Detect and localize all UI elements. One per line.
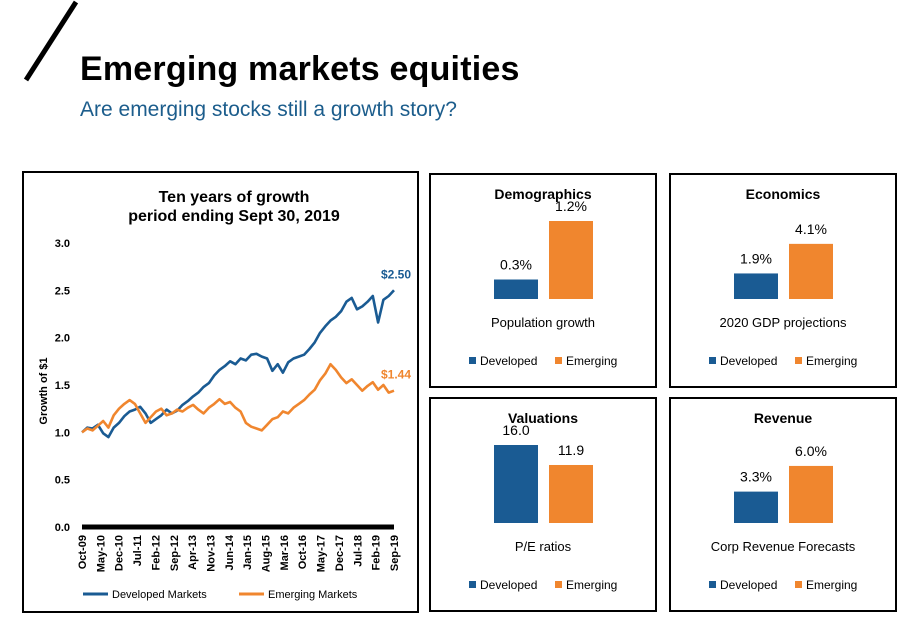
x-tick-label: May-17 xyxy=(316,535,328,572)
bar-value-label: 6.0% xyxy=(795,443,827,459)
y-tick-label: 3.0 xyxy=(55,238,70,250)
panel-title: Demographics xyxy=(494,186,591,202)
growth-chart-panel: Ten years of growth period ending Sept 3… xyxy=(22,171,419,613)
y-tick-label: 1.0 xyxy=(55,427,70,439)
legend-swatch xyxy=(469,581,476,588)
x-tick-label: Nov-13 xyxy=(205,535,217,572)
legend-swatch xyxy=(469,357,476,364)
page-subtitle: Are emerging stocks still a growth story… xyxy=(80,98,457,121)
bar-value-label: 3.3% xyxy=(740,469,772,485)
legend-label: Emerging xyxy=(806,354,857,368)
y-tick-label: 2.5 xyxy=(55,285,70,297)
developed-end-label: $2.50 xyxy=(381,267,411,281)
legend-swatch xyxy=(709,581,716,588)
developed-bar xyxy=(494,279,538,299)
economics-bar-chart: Economics 1.9% 4.1% 2020 GDP projections Dev… xyxy=(709,186,857,368)
panel-title: Revenue xyxy=(754,410,813,426)
y-tick-label: 1.5 xyxy=(55,380,70,392)
legend-swatch xyxy=(795,581,802,588)
legend-label: Developed Markets xyxy=(112,589,207,601)
x-tick-label: Oct-16 xyxy=(297,535,309,569)
legend-label: Emerging xyxy=(566,578,617,592)
developed-bar xyxy=(734,491,778,523)
x-tick-label: Jun-14 xyxy=(224,534,236,570)
decorative-slash xyxy=(23,0,79,82)
chart-subtitle: period ending Sept 30, 2019 xyxy=(128,208,340,225)
y-tick-label: 0.0 xyxy=(55,522,70,534)
legend-label: Emerging xyxy=(566,354,617,368)
panel-title: Economics xyxy=(746,186,821,202)
chart-title: Ten years of growth xyxy=(159,189,310,206)
legend-label: Developed xyxy=(720,354,777,368)
category-axis-label: Corp Revenue Forecasts xyxy=(711,539,856,554)
bar-value-label: 11.9 xyxy=(558,442,584,458)
x-tick-label: Mar-16 xyxy=(279,535,291,570)
emerging-markets-line xyxy=(81,362,395,434)
page-title: Emerging markets equities xyxy=(80,50,520,88)
category-axis-label: P/E ratios xyxy=(515,539,572,554)
revenue-panel: Revenue 3.3% 6.0% Corp Revenue Forecasts Dev… xyxy=(669,397,897,612)
bar-value-label: 0.3% xyxy=(500,257,532,273)
x-tick-label: Jan-15 xyxy=(242,535,254,570)
emerging-bar xyxy=(789,243,833,299)
category-axis-label: Population growth xyxy=(491,315,595,330)
x-tick-label: May-10 xyxy=(95,535,107,572)
category-axis-label: 2020 GDP projections xyxy=(720,315,847,330)
x-tick-label: Dec-10 xyxy=(114,535,126,571)
y-tick-label: 2.0 xyxy=(55,333,70,345)
legend-swatch xyxy=(555,581,562,588)
emerging-bar xyxy=(789,465,833,523)
legend-swatch xyxy=(709,357,716,364)
y-axis-label: Growth of $1 xyxy=(38,357,50,424)
valuations-panel: Valuations 16.0 11.9 P/E ratios Developed Eme… xyxy=(429,397,657,612)
bar-value-label: 1.2% xyxy=(555,198,587,214)
x-tick-label: Dec-17 xyxy=(334,535,346,571)
x-tick-label: Feb-19 xyxy=(371,535,383,570)
emerging-bar xyxy=(549,221,593,299)
demographics-panel: Demographics 0.3% 1.2% Population growth Dev… xyxy=(429,173,657,388)
economics-panel: Economics 1.9% 4.1% 2020 GDP projections Dev… xyxy=(669,173,897,388)
bar-value-label: 4.1% xyxy=(795,221,827,237)
legend-label: Developed xyxy=(480,354,537,368)
x-tick-label: Jul-18 xyxy=(352,535,364,567)
legend-label: Developed xyxy=(480,578,537,592)
legend-label: Emerging xyxy=(806,578,857,592)
x-tick-label: Jul-11 xyxy=(132,535,144,566)
legend-label: Developed xyxy=(720,578,777,592)
x-tick-label: Feb-12 xyxy=(150,535,162,570)
developed-bar xyxy=(734,273,778,299)
legend-label: Emerging Markets xyxy=(268,589,358,601)
developed-markets-line xyxy=(81,289,395,439)
growth-line-chart: Ten years of growth period ending Sept 3… xyxy=(38,189,411,601)
legend-swatch xyxy=(795,357,802,364)
developed-bar xyxy=(494,445,538,523)
x-tick-label: Aug-15 xyxy=(261,535,273,572)
demographics-bar-chart: Demographics 0.3% 1.2% Population growth Dev… xyxy=(469,186,617,368)
legend-swatch xyxy=(555,357,562,364)
revenue-bar-chart: Revenue 3.3% 6.0% Corp Revenue Forecasts Dev… xyxy=(709,410,857,592)
panel-title: Valuations xyxy=(508,410,578,426)
y-tick-label: 0.5 xyxy=(55,475,70,487)
x-tick-label: Sep-12 xyxy=(169,535,181,571)
x-tick-label: Oct-09 xyxy=(77,535,89,569)
emerging-bar xyxy=(549,464,593,523)
emerging-end-label: $1.44 xyxy=(381,368,411,382)
bar-value-label: 16.0 xyxy=(502,422,529,438)
bar-value-label: 1.9% xyxy=(740,250,772,266)
x-tick-label: Sep-19 xyxy=(389,535,401,571)
x-tick-label: Apr-13 xyxy=(187,535,199,570)
